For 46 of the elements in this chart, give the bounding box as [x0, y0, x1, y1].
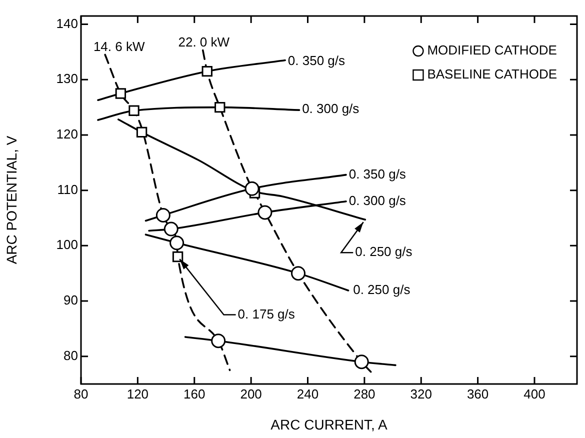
y-tick-label: 90: [64, 292, 78, 308]
x-tick-label: 280: [354, 386, 376, 402]
x-tick-label: 320: [410, 386, 432, 402]
annotation: 0. 175 g/s: [238, 306, 296, 322]
point: [170, 236, 184, 250]
point: [214, 102, 226, 113]
x-tick-label: 80: [74, 386, 88, 402]
point: [164, 222, 178, 236]
point: [211, 334, 226, 348]
x-tick-label: 400: [524, 386, 546, 402]
annotation: 0. 300 g/s: [348, 192, 406, 208]
annotation: 14. 6 kW: [93, 38, 146, 54]
x-tick-label: 240: [296, 386, 319, 402]
annotation: 0. 300 g/s: [302, 101, 360, 116]
point: [115, 88, 126, 99]
point: [244, 181, 260, 196]
line-series: [97, 59, 286, 102]
y-tick-label: 100: [56, 237, 78, 252]
annotation: 0. 350 g/s: [288, 52, 346, 68]
y-tick-label: 120: [56, 126, 78, 142]
annotation: 0. 250 g/s: [355, 244, 413, 260]
x-axis-title: ARC CURRENT, A: [270, 416, 388, 432]
point: [258, 205, 272, 220]
point: [136, 126, 148, 138]
point: [156, 208, 170, 222]
legend-label: MODIFIED CATHODE: [427, 42, 558, 58]
annotation: 0. 350 g/s: [348, 166, 406, 182]
x-tick-label: 120: [126, 386, 149, 402]
legend-label: BASELINE CATHODE: [427, 66, 558, 82]
point: [202, 66, 212, 77]
line-series: [144, 234, 350, 292]
y-tick-label: 80: [64, 348, 78, 363]
line-series: [104, 54, 231, 372]
y-tick-label: 110: [57, 182, 78, 197]
x-tick-label: 160: [184, 386, 206, 402]
y-tick-label: 130: [56, 71, 78, 86]
point: [128, 105, 140, 116]
x-tick-label: 360: [466, 386, 489, 402]
point: [291, 266, 306, 281]
point: [172, 251, 184, 262]
y-axis-title: ARC POTENTIAL, V: [3, 135, 20, 264]
annotation: 22. 0 kW: [178, 34, 230, 50]
x-tick-label: 200: [240, 386, 262, 402]
point: [354, 354, 369, 370]
annotation: 0. 250 g/s: [353, 282, 411, 298]
y-tick-label: 140: [56, 16, 78, 31]
